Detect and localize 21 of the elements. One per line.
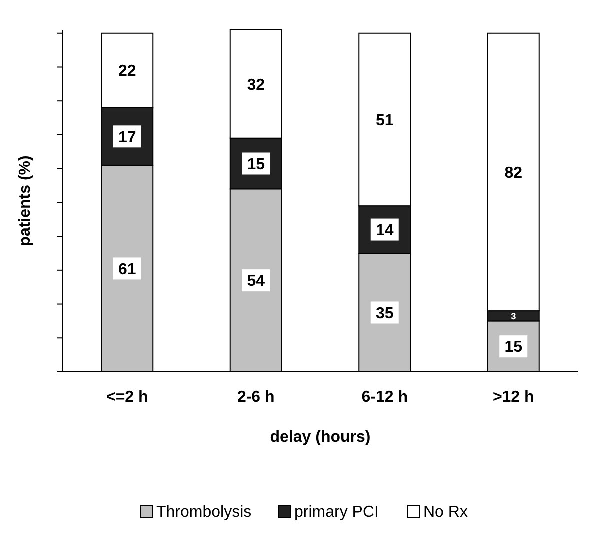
legend-label: primary PCI [294, 504, 379, 521]
x-tick-label: >12 h [492, 389, 534, 406]
data-label: 54 [247, 273, 266, 290]
data-label: 15 [247, 156, 266, 174]
data-label: 32 [247, 76, 266, 94]
data-label: 82 [504, 164, 523, 182]
data-label: 51 [376, 112, 394, 130]
legend-label: No Rx [424, 504, 468, 521]
data-label: 35 [376, 305, 394, 322]
x-axis-title: delay (hours) [270, 429, 371, 446]
x-tick-label: <=2 h [106, 389, 148, 406]
x-tick-label: 2-6 h [237, 389, 275, 406]
data-label: 17 [118, 129, 136, 146]
data-label: 14 [376, 222, 394, 240]
data-label: 15 [504, 339, 523, 356]
data-label: 3 [511, 311, 516, 322]
data-label: 22 [118, 63, 136, 80]
y-axis-title: patients (%) [17, 156, 34, 246]
x-tick-label: 6-12 h [362, 389, 408, 406]
data-label: 61 [118, 261, 136, 278]
legend-label: Thrombolysis [156, 504, 252, 521]
